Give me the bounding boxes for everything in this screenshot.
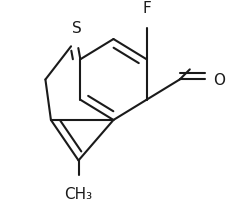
Text: F: F — [142, 1, 151, 16]
Text: CH₃: CH₃ — [64, 186, 93, 201]
Text: O: O — [213, 73, 225, 87]
Text: S: S — [72, 21, 82, 36]
